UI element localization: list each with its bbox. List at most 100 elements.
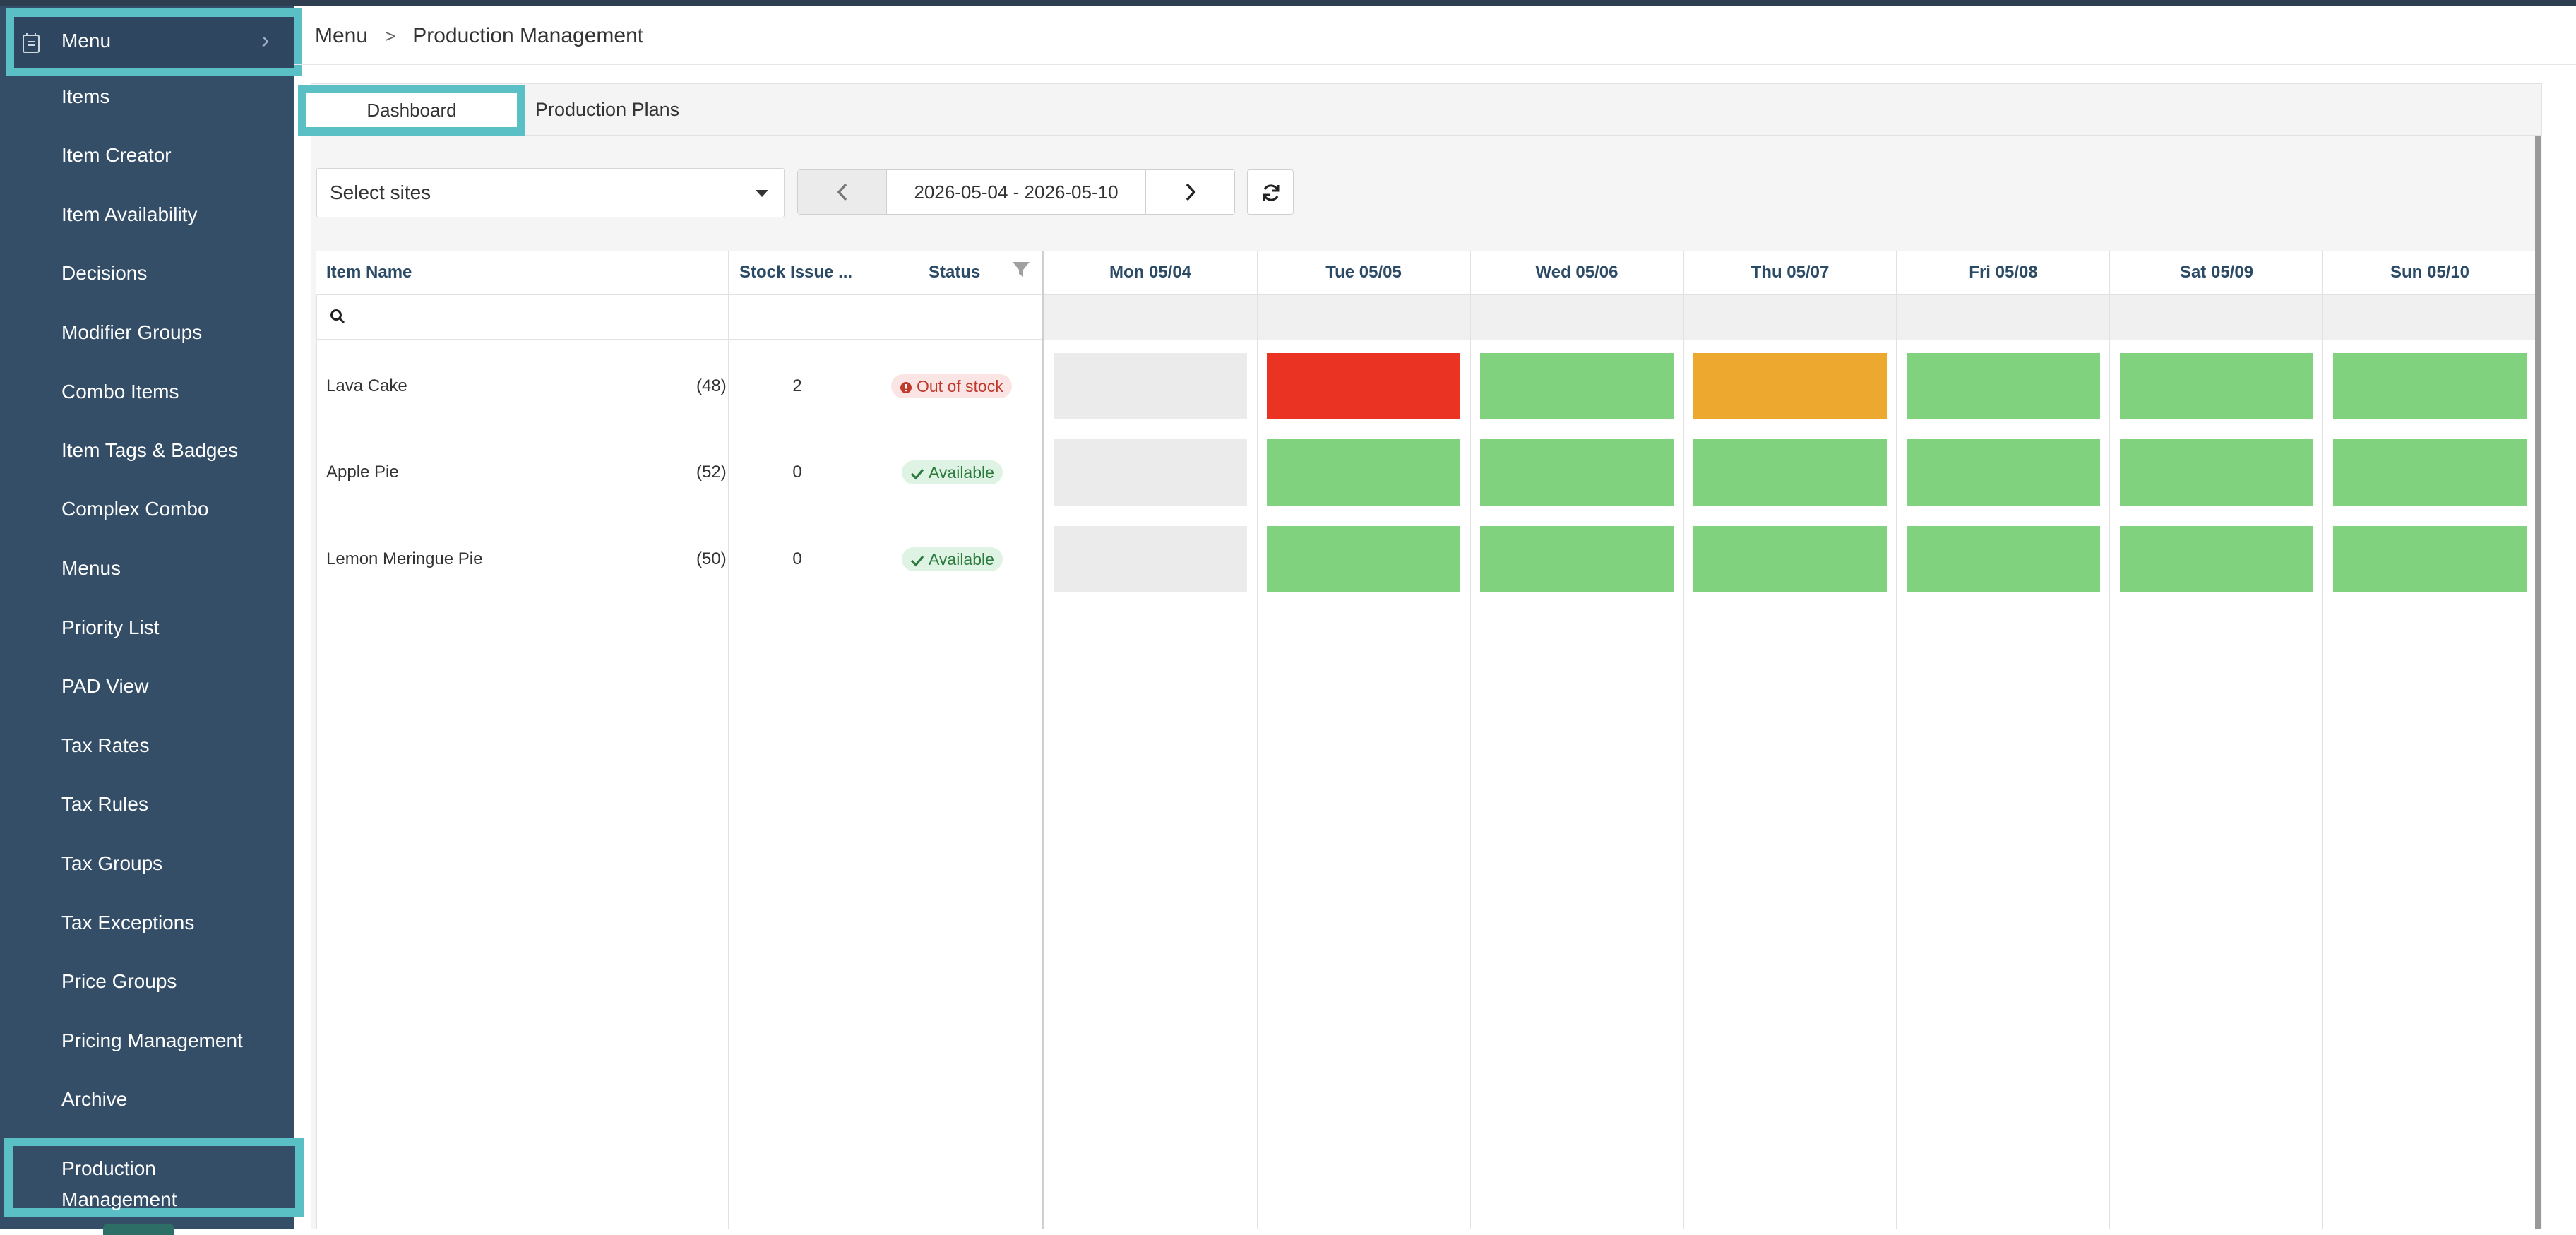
day-cell-available[interactable] xyxy=(2120,439,2313,506)
day-cell-none[interactable] xyxy=(1054,353,1247,419)
top-border xyxy=(0,0,2576,6)
item-count: (50) xyxy=(696,549,727,568)
item-name[interactable]: Apple Pie xyxy=(326,463,399,482)
col-item-name[interactable]: Item Name xyxy=(326,263,412,282)
tab-dashboard[interactable]: Dashboard xyxy=(298,85,525,136)
col-status[interactable]: Status xyxy=(929,263,981,282)
breadcrumb-root[interactable]: Menu xyxy=(315,24,369,47)
header-divider xyxy=(294,64,2576,65)
column-divider xyxy=(1042,251,1044,1229)
column-divider xyxy=(1470,251,1471,1229)
item-count: (52) xyxy=(696,463,727,482)
tabs-bar xyxy=(311,83,2542,136)
check-icon xyxy=(910,555,924,567)
column-divider xyxy=(2322,251,2323,1229)
sidebar-item-item-tags-badges[interactable]: Item Tags & Badges xyxy=(61,439,239,461)
day-cell-available[interactable] xyxy=(2333,439,2527,506)
day-cell-available[interactable] xyxy=(1480,439,1674,506)
day-cell-none[interactable] xyxy=(1054,439,1247,506)
day-cell-available[interactable] xyxy=(2333,353,2527,419)
col-day-1[interactable]: Tue 05/05 xyxy=(1325,263,1402,282)
col-day-0[interactable]: Mon 05/04 xyxy=(1109,263,1192,282)
refresh-button[interactable] xyxy=(1247,169,1294,215)
sidebar-item-combo-items[interactable]: Combo Items xyxy=(61,381,179,402)
chevron-right-icon[interactable]: › xyxy=(261,27,270,54)
sidebar-item-item-creator[interactable]: Item Creator xyxy=(61,144,172,166)
sidebar-item-tax-rules[interactable]: Tax Rules xyxy=(61,793,148,815)
sites-select-value: Select sites xyxy=(330,181,431,203)
check-icon xyxy=(910,468,924,480)
day-cell-available[interactable] xyxy=(1480,353,1674,419)
stock-issue-count: 0 xyxy=(792,549,802,568)
next-week-button[interactable] xyxy=(1145,170,1234,214)
day-cell-available[interactable] xyxy=(1267,439,1460,506)
sidebar-menu-header[interactable]: Menu › xyxy=(6,8,302,76)
day-cell-available[interactable] xyxy=(2120,353,2313,419)
day-cell-out[interactable] xyxy=(1267,353,1460,419)
sidebar-item-tax-rates[interactable]: Tax Rates xyxy=(61,734,150,756)
day-cell-available[interactable] xyxy=(1267,526,1460,592)
sidebar-item-price-groups[interactable]: Price Groups xyxy=(61,970,177,992)
sidebar-item-tax-groups[interactable]: Tax Groups xyxy=(61,852,163,874)
day-cell-available[interactable] xyxy=(1480,526,1674,592)
col-stock-issue[interactable]: Stock Issue ... xyxy=(739,263,853,282)
day-cell-available[interactable] xyxy=(2333,526,2527,592)
day-cell-none[interactable] xyxy=(1054,526,1247,592)
caret-down-icon xyxy=(756,190,768,197)
sidebar-item-priority-list[interactable]: Priority List xyxy=(61,616,160,638)
menu-book-icon xyxy=(23,33,40,53)
date-range-label: 2026-05-04 - 2026-05-10 xyxy=(914,181,1119,203)
status-badge-label: Available xyxy=(929,463,994,482)
day-cell-available[interactable] xyxy=(1693,526,1887,592)
sidebar-item-decisions[interactable]: Decisions xyxy=(61,262,148,284)
day-cell-available[interactable] xyxy=(1907,439,2100,506)
sidebar-item-items[interactable]: Items xyxy=(61,85,110,107)
sidebar-item-tax-exceptions[interactable]: Tax Exceptions xyxy=(61,912,195,933)
prev-week-button[interactable] xyxy=(798,170,887,214)
table-header-row xyxy=(316,251,2535,295)
col-day-3[interactable]: Thu 05/07 xyxy=(1751,263,1830,282)
stock-issue-count: 2 xyxy=(792,376,802,395)
refresh-icon xyxy=(1263,184,1280,201)
day-cell-available[interactable] xyxy=(1907,526,2100,592)
breadcrumb: Menu > Production Management xyxy=(315,24,643,48)
column-divider xyxy=(1896,251,1897,1229)
status-badge: Out of stock xyxy=(891,374,1012,398)
sidebar-item-complex-combo[interactable]: Complex Combo xyxy=(61,498,209,520)
item-count: (48) xyxy=(696,376,727,395)
sidebar-item-pad-view[interactable]: PAD View xyxy=(61,675,149,697)
vertical-scrollbar[interactable] xyxy=(2535,136,2541,1229)
col-day-5[interactable]: Sat 05/09 xyxy=(2179,263,2254,282)
search-icon[interactable] xyxy=(329,308,346,325)
sidebar-item-item-availability[interactable]: Item Availability xyxy=(61,203,198,225)
filter-icon[interactable] xyxy=(1011,260,1031,280)
breadcrumb-separator-icon: > xyxy=(385,25,396,47)
breadcrumb-current: Production Management xyxy=(412,24,644,47)
col-day-2[interactable]: Wed 05/06 xyxy=(1535,263,1618,282)
date-navigator: 2026-05-04 - 2026-05-10 xyxy=(797,169,1235,215)
col-day-4[interactable]: Fri 05/08 xyxy=(1969,263,2038,282)
sidebar-item-archive[interactable]: Archive xyxy=(61,1088,128,1110)
sidebar-header-label: Menu xyxy=(61,30,112,52)
chevron-right-icon xyxy=(1186,183,1195,201)
day-filter-area xyxy=(1044,295,2535,340)
item-name[interactable]: Lemon Meringue Pie xyxy=(326,549,483,568)
column-divider xyxy=(1257,251,1258,1229)
sidebar-bottom-handle[interactable] xyxy=(103,1224,174,1235)
sites-select[interactable]: Select sites xyxy=(316,168,785,217)
sidebar-item-pricing-management[interactable]: Pricing Management xyxy=(61,1030,243,1051)
day-cell-available[interactable] xyxy=(1907,353,2100,419)
status-badge: Available xyxy=(902,547,1003,571)
sidebar-item-menus[interactable]: Menus xyxy=(61,557,121,579)
col-day-6[interactable]: Sun 05/10 xyxy=(2390,263,2470,282)
item-name[interactable]: Lava Cake xyxy=(326,376,407,395)
sidebar-item-production-management[interactable]: Production Management xyxy=(4,1138,304,1217)
day-cell-available[interactable] xyxy=(1693,439,1887,506)
sidebar-item-modifier-groups[interactable]: Modifier Groups xyxy=(61,321,203,343)
column-divider xyxy=(728,251,729,1229)
column-divider xyxy=(2109,251,2110,1229)
tab-production-plans[interactable]: Production Plans xyxy=(535,99,680,120)
day-cell-available[interactable] xyxy=(2120,526,2313,592)
day-cell-low[interactable] xyxy=(1693,353,1887,419)
status-badge-label: Available xyxy=(929,550,994,568)
